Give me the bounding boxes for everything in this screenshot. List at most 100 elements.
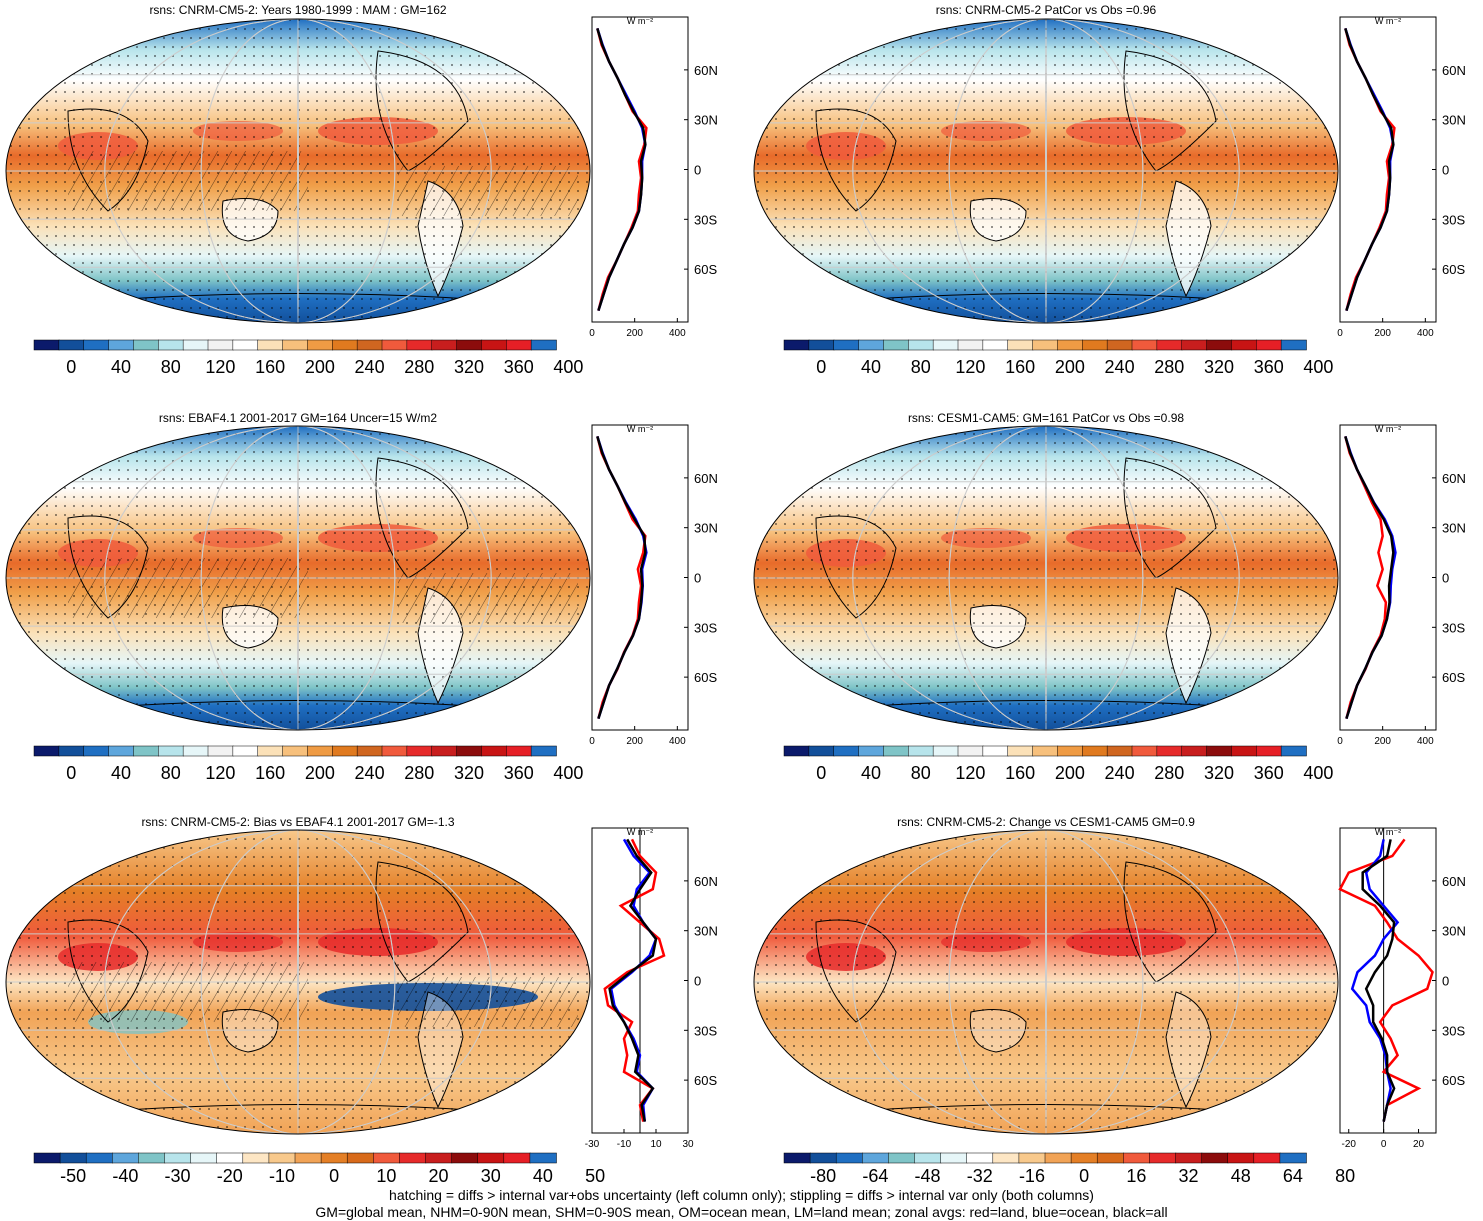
colorbar-swatch [1007,745,1034,757]
panel-1: rsns: CNRM-CM5-2: Years 1980-1999 : MAM … [5,3,718,377]
colorbar-swatch [58,745,85,757]
colorbar-swatch [858,339,885,351]
graticule-meridian [104,426,492,730]
colorbar-tick-label: 0 [1079,1166,1089,1186]
panel-title: rsns: CNRM-CM5-2: Change vs CESM1-CAM5 G… [897,815,1195,829]
graticule-meridian [948,830,1144,1134]
colorbar-swatch [1096,1152,1125,1164]
colorbar-swatch [356,745,383,757]
colorbar-tick-label: -16 [1019,1166,1045,1186]
hatching-overlay [68,962,308,1022]
colorbar-swatch [908,745,934,757]
colorbar-swatch [940,1152,968,1164]
zonal-lat-label: 30S [1442,1023,1465,1038]
colorbar-tick-label: -20 [217,1166,243,1186]
colorbar-tick-label: 40 [111,357,131,377]
colorbar-swatch [1082,339,1108,351]
zonal-x-tick-label: 400 [669,328,686,339]
zonal-lat-label: 60N [694,874,718,889]
colorbar-tick-label: 80 [911,763,931,783]
graticule-meridian [200,830,396,1134]
colorbar-swatch [783,1152,811,1164]
colorbar-swatch [1201,1152,1229,1164]
footer-note-legend: GM=global mean, NHM=0-90N mean, SHM=0-90… [315,1204,1168,1220]
colorbar-tick-label: 320 [454,763,484,783]
colorbar-swatch [425,1152,453,1164]
graticule-meridian [297,19,299,323]
zonal-lat-label: 30N [694,924,718,939]
colorbar-swatch [406,745,433,757]
zonal-line-all [1344,27,1395,312]
colorbar-swatch [158,339,184,351]
colorbar-tick-label: 360 [504,763,534,783]
colorbar-swatch [133,745,160,757]
colorbar-tick-label: 40 [861,357,881,377]
zonal-line-all [608,838,658,1122]
colorbar-tick-label: -40 [112,1166,138,1186]
colorbar-tick-label: 400 [1303,763,1333,783]
zonal-lat-label: 0 [1442,163,1449,178]
colorbar-swatch [182,745,209,757]
colorbar-swatch [406,339,433,351]
colorbar-swatch [481,745,508,757]
colorbar-tick-label: 240 [1105,357,1135,377]
zonal-mean-plot: -20 0 20 W m⁻² 60N 30N 0 30S 60S [1338,827,1466,1150]
colorbar-swatch [1123,1152,1151,1164]
colorbar-tick-label: 80 [161,763,181,783]
colorbar-swatch [257,339,284,351]
panels-layer: rsns: CNRM-CM5-2: Years 1980-1999 : MAM … [5,3,1466,1186]
zonal-lat-label: 30N [1442,924,1466,939]
colorbar-swatch [232,745,259,757]
colorbar-tick-label: 320 [454,357,484,377]
map-field [6,830,590,1134]
zonal-x-tick-label: 0 [1337,328,1343,339]
zonal-x-tick-label: 200 [626,328,643,339]
colorbar-swatch [1256,339,1282,351]
colorbar-swatch [1057,339,1084,351]
colorbar-swatch [83,745,110,757]
zonal-x-tick-label: -10 [617,1139,632,1150]
zonal-x-tick-label: 10 [650,1139,662,1150]
colorbar-swatch [1227,1152,1255,1164]
colorbar-swatch [282,745,309,757]
map-border [753,18,1339,324]
zonal-lat-label: 30N [694,113,718,128]
colorbar-swatch [530,339,557,351]
colorbar-swatch [1070,1152,1098,1164]
zonal-x-tick-label: 20 [1413,1139,1425,1150]
colorbar-swatch [982,339,1009,351]
colorbar-tick-label: 20 [429,1166,449,1186]
colorbar-swatch [257,745,284,757]
zonal-lat-label: 30S [694,1023,717,1038]
zonal-unit-label: W m⁻² [1375,16,1401,26]
zonal-x-tick-label: 200 [1374,736,1391,747]
colorbar-tick-label: 40 [533,1166,553,1186]
zonal-unit-label: W m⁻² [1375,424,1401,434]
colorbar-swatch [477,1152,505,1164]
colorbar-swatch [242,1152,270,1164]
colorbar-tick-label: 360 [1254,763,1284,783]
zonal-lat-label: 60S [1442,1073,1465,1088]
panel-title: rsns: CNRM-CM5-2: Years 1980-1999 : MAM … [149,3,446,17]
colorbar-tick-label: 0 [66,357,76,377]
graticule-meridian [852,830,1240,1134]
zonal-x-tick-label: 0 [1337,736,1343,747]
zonal-unit-label: W m⁻² [627,424,653,434]
colorbar-swatch [1131,339,1158,351]
zonal-lat-label: 60N [1442,471,1466,486]
zonal-unit-label: W m⁻² [627,16,653,26]
colorbar-swatch [1206,745,1233,757]
colorbar-tick-label: 400 [1303,357,1333,377]
zonal-x-tick-label: 400 [669,736,686,747]
colorbar-swatch [216,1152,244,1164]
map-border [753,829,1339,1135]
map-border [5,18,591,324]
colorbar-swatch [1007,339,1034,351]
colorbar-tick-label: -80 [810,1166,836,1186]
zonal-x-tick-label: 400 [1417,736,1434,747]
colorbar-swatch [381,339,408,351]
colorbar-swatch [268,1152,296,1164]
graticule-meridian [200,426,396,730]
colorbar-swatch [158,745,184,757]
colorbar-swatch [1018,1152,1046,1164]
